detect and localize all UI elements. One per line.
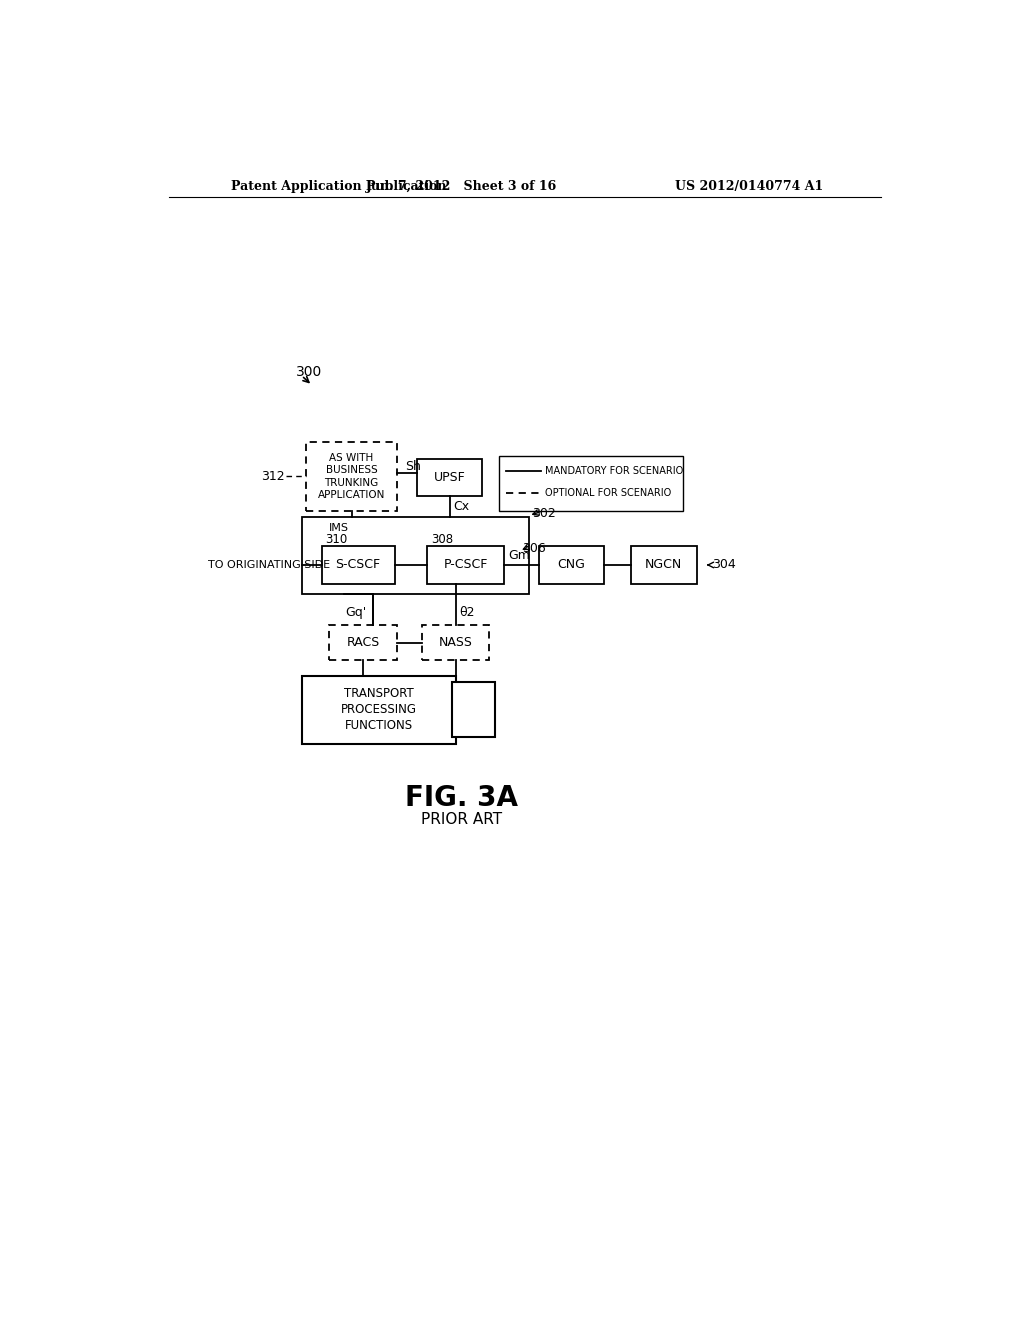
Bar bbox=[301, 676, 456, 743]
Text: US 2012/0140774 A1: US 2012/0140774 A1 bbox=[675, 181, 823, 194]
Text: 308: 308 bbox=[431, 533, 453, 546]
Text: 306: 306 bbox=[521, 541, 546, 554]
Text: FIG. 3A: FIG. 3A bbox=[406, 784, 518, 812]
Text: CNG: CNG bbox=[557, 558, 586, 572]
Text: θ2: θ2 bbox=[460, 606, 475, 619]
Text: OPTIONAL FOR SCENARIO: OPTIONAL FOR SCENARIO bbox=[545, 488, 671, 499]
Text: 310: 310 bbox=[326, 533, 347, 546]
Text: TO ORIGINATING SIDE: TO ORIGINATING SIDE bbox=[208, 560, 330, 570]
Text: Jun. 7, 2012   Sheet 3 of 16: Jun. 7, 2012 Sheet 3 of 16 bbox=[366, 181, 557, 194]
Bar bbox=[301, 517, 528, 594]
Text: 312: 312 bbox=[261, 470, 285, 483]
Text: 300: 300 bbox=[296, 366, 323, 379]
Text: Patent Application Publication: Patent Application Publication bbox=[230, 181, 446, 194]
Text: MANDATORY FOR SCENARIO: MANDATORY FOR SCENARIO bbox=[545, 466, 683, 477]
Bar bbox=[427, 545, 504, 585]
Bar bbox=[422, 626, 489, 660]
Text: NGCN: NGCN bbox=[645, 558, 682, 572]
Bar bbox=[631, 545, 696, 585]
Text: Sh: Sh bbox=[404, 461, 421, 474]
Text: Gm: Gm bbox=[508, 549, 529, 562]
Text: IMS: IMS bbox=[329, 524, 348, 533]
Bar bbox=[330, 626, 397, 660]
Text: Gq': Gq' bbox=[346, 606, 367, 619]
Text: AS WITH
BUSINESS
TRUNKING
APPLICATION: AS WITH BUSINESS TRUNKING APPLICATION bbox=[317, 453, 385, 500]
Text: Cx: Cx bbox=[454, 500, 470, 513]
Text: P-CSCF: P-CSCF bbox=[443, 558, 487, 572]
Bar bbox=[499, 455, 683, 511]
Text: PRIOR ART: PRIOR ART bbox=[421, 812, 502, 826]
Text: RACS: RACS bbox=[346, 636, 380, 649]
Bar bbox=[453, 682, 495, 738]
Bar bbox=[306, 442, 397, 511]
Text: 304: 304 bbox=[712, 558, 735, 572]
Text: S-CSCF: S-CSCF bbox=[336, 558, 381, 572]
Text: TRANSPORT
PROCESSING
FUNCTIONS: TRANSPORT PROCESSING FUNCTIONS bbox=[341, 688, 417, 733]
Text: 302: 302 bbox=[532, 507, 556, 520]
Bar bbox=[322, 545, 394, 585]
Bar bbox=[417, 459, 482, 496]
Bar bbox=[539, 545, 604, 585]
Text: UPSF: UPSF bbox=[434, 471, 466, 483]
Text: NASS: NASS bbox=[438, 636, 472, 649]
